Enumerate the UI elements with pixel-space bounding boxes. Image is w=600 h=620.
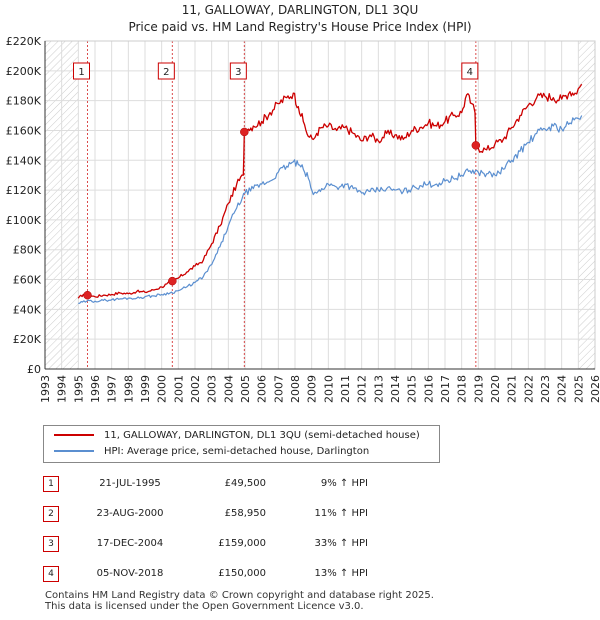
sale-date: 17-DEC-2004 — [96, 538, 164, 549]
legend-label-hpi: HPI: Average price, semi-detached house,… — [104, 446, 370, 457]
property-price-line — [77, 83, 583, 299]
sale-price: £49,500 — [224, 478, 266, 489]
sale-label-box — [461, 62, 479, 80]
sale-badge: 2 — [43, 506, 59, 522]
x-tick-label: 2025 — [572, 375, 585, 403]
sale-date: 05-NOV-2018 — [96, 568, 164, 579]
sale-label: 1 — [78, 67, 84, 78]
x-tick-label: 2001 — [172, 375, 185, 403]
sale-label-box — [73, 62, 90, 80]
x-tick-label: 2005 — [239, 375, 252, 403]
sale-date: 21-JUL-1995 — [99, 478, 161, 489]
sale-label: 4 — [467, 67, 473, 78]
sale-hpi-change: 13% ↑ HPI — [314, 568, 368, 579]
x-tick-label: 2023 — [539, 375, 552, 403]
x-tick-label: 2007 — [272, 375, 285, 403]
x-tick-label: 2018 — [456, 375, 469, 403]
x-tick-label: 2000 — [156, 375, 169, 403]
footer: Contains HM Land Registry data © Crown c… — [45, 590, 434, 612]
x-tick-label: 2024 — [556, 375, 569, 403]
x-tick-label: 2013 — [372, 375, 385, 403]
sale-row: 4 05-NOV-2018 £150,000 13% ↑ HPI — [0, 564, 600, 584]
y-tick-label: £100K — [6, 214, 42, 227]
x-tick-label: 2020 — [489, 375, 502, 403]
y-tick-label: £180K — [6, 95, 42, 108]
footer-line1: Contains HM Land Registry data © Crown c… — [45, 590, 434, 601]
x-tick-label: 1998 — [122, 375, 135, 403]
x-tick-label: 1995 — [72, 375, 85, 403]
sale-point — [83, 290, 92, 300]
x-tick-label: 2022 — [522, 375, 535, 403]
legend-swatch-hpi — [54, 450, 94, 452]
sale-label: 3 — [235, 67, 241, 78]
sale-hpi-change: 33% ↑ HPI — [314, 538, 368, 549]
x-tick-label: 1996 — [89, 375, 102, 403]
x-tick-label: 2010 — [322, 375, 335, 403]
x-tick-label: 2009 — [306, 375, 319, 403]
x-tick-label: 2016 — [422, 375, 435, 403]
y-tick-label: £220K — [6, 35, 42, 48]
x-tick-label: 2002 — [189, 375, 202, 403]
y-tick-label: £80K — [13, 244, 42, 257]
sale-price: £159,000 — [218, 538, 266, 549]
sale-point — [168, 276, 177, 286]
legend-label-property: 11, GALLOWAY, DARLINGTON, DL1 3QU (semi-… — [104, 430, 420, 441]
x-tick-label: 2003 — [206, 375, 219, 403]
legend-item-property: 11, GALLOWAY, DARLINGTON, DL1 3QU (semi-… — [54, 429, 420, 443]
y-tick-label: £140K — [6, 154, 42, 167]
x-tick-label: 1994 — [56, 375, 69, 403]
x-tick-label: 2004 — [222, 375, 235, 403]
sale-label: 2 — [163, 67, 169, 78]
x-tick-label: 2015 — [406, 375, 419, 403]
x-tick-label: 2011 — [339, 375, 352, 403]
price-chart: 1 2 3 4 £0 £20K £40K £60K £80K £100K £120K £140K £1… — [6, 35, 600, 403]
y-tick-label: £160K — [6, 124, 42, 137]
chart-title-line1: 11, GALLOWAY, DARLINGTON, DL1 3QU — [181, 3, 419, 17]
legend: 11, GALLOWAY, DARLINGTON, DL1 3QU (semi-… — [43, 425, 440, 463]
sale-price: £58,950 — [224, 508, 266, 519]
x-tick-label: 2021 — [506, 375, 519, 403]
sale-price: £150,000 — [218, 568, 266, 579]
sale-badge: 4 — [43, 566, 59, 582]
x-tick-label: 1997 — [106, 375, 119, 403]
x-tick-label: 2012 — [356, 375, 369, 403]
x-tick-label: 1993 — [39, 375, 52, 403]
hpi-line — [78, 115, 583, 304]
x-tick-label: 2014 — [389, 375, 402, 403]
hatched-region — [578, 41, 595, 369]
plot-frame — [44, 40, 596, 370]
sale-badge: 1 — [43, 476, 59, 492]
x-tick-label: 2017 — [439, 375, 452, 403]
y-tick-label: £20K — [13, 333, 42, 346]
y-tick-label: £0 — [27, 363, 41, 376]
chart-title-line2: Price paid vs. HM Land Registry's House … — [128, 20, 472, 34]
sale-row: 3 17-DEC-2004 £159,000 33% ↑ HPI — [0, 534, 600, 554]
y-tick-label: £200K — [6, 65, 42, 78]
y-tick-label: £40K — [13, 303, 42, 316]
footer-line2: This data is licensed under the Open Gov… — [45, 601, 364, 612]
sale-row: 2 23-AUG-2000 £58,950 11% ↑ HPI — [0, 504, 600, 524]
sale-row: 1 21-JUL-1995 £49,500 9% ↑ HPI — [0, 474, 600, 494]
sale-badge: 3 — [43, 536, 59, 552]
sale-point — [471, 141, 481, 150]
sale-hpi-change: 9% ↑ HPI — [320, 478, 368, 489]
sale-point — [240, 127, 249, 137]
sale-label-box — [157, 62, 175, 80]
chart-title: 11, GALLOWAY, DARLINGTON, DL1 3QU Price … — [0, 2, 600, 36]
legend-item-hpi: HPI: Average price, semi-detached house,… — [54, 445, 369, 459]
sale-date: 23-AUG-2000 — [96, 508, 164, 519]
x-tick-label: 2008 — [289, 375, 302, 403]
x-tick-label: 2006 — [256, 375, 269, 403]
sale-label-box — [229, 62, 247, 80]
y-tick-label: £120K — [6, 184, 42, 197]
x-tick-label: 2026 — [589, 375, 600, 403]
sale-hpi-change: 11% ↑ HPI — [314, 508, 368, 519]
x-tick-label: 2019 — [472, 375, 485, 403]
y-tick-label: £60K — [13, 274, 42, 287]
x-tick-label: 1999 — [139, 375, 152, 403]
legend-swatch-property — [54, 434, 94, 436]
